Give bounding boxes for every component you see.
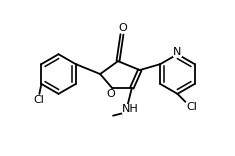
Text: Cl: Cl bbox=[33, 95, 44, 105]
Text: O: O bbox=[107, 89, 115, 99]
Text: N: N bbox=[173, 47, 182, 57]
Text: O: O bbox=[119, 23, 127, 33]
Text: Cl: Cl bbox=[186, 102, 197, 112]
Text: NH: NH bbox=[121, 104, 138, 114]
